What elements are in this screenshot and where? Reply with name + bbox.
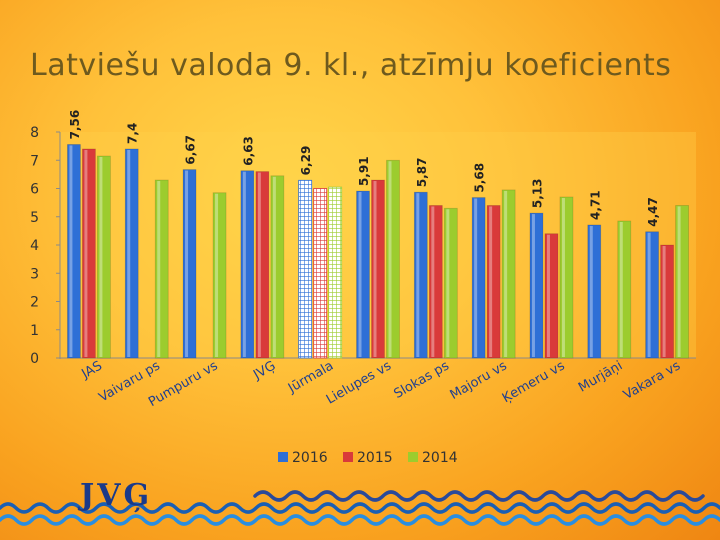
x-tick-label: Slokas ps <box>391 358 452 402</box>
data-label: 6,29 <box>299 146 313 176</box>
x-tick-label: JVĢ <box>250 358 278 383</box>
bar-2016 <box>182 169 197 359</box>
bar-highlight <box>504 190 508 357</box>
bar-highlight <box>489 206 493 357</box>
x-tick-label: Murjāņi <box>576 358 625 395</box>
x-tick-label: Majoru vs <box>448 358 510 403</box>
bar-highlight <box>619 221 623 357</box>
bar-2014 <box>617 220 632 359</box>
bar-highlight <box>215 193 219 357</box>
x-tick-label: JAS <box>79 358 105 382</box>
slide-title: Latviešu valoda 9. kl., atzīmju koeficie… <box>30 48 672 83</box>
bar-2016 <box>124 148 139 359</box>
bar-highlight <box>242 171 246 357</box>
x-tick-label: Lielupes vs <box>324 358 394 407</box>
bar-highlight <box>69 145 73 357</box>
bar-2014 <box>501 189 516 359</box>
y-tick-label: 6 <box>30 182 39 198</box>
bar-highlight <box>358 192 362 357</box>
legend-label-2015: 2015 <box>357 450 393 466</box>
bar-2016 <box>529 212 544 359</box>
bar-highlight <box>446 209 450 357</box>
bar-2016 <box>587 224 602 359</box>
bar-2014 <box>386 159 400 359</box>
data-label: 5,13 <box>530 178 544 208</box>
wave-decoration <box>0 490 720 526</box>
bar-2014 <box>97 155 111 359</box>
data-label: 5,87 <box>415 158 429 188</box>
bar-highlight <box>531 214 535 357</box>
bar-2016 <box>356 190 370 359</box>
bar-highlight <box>474 198 478 357</box>
bar-2016 <box>67 144 81 359</box>
data-label: 7,4 <box>126 123 140 144</box>
bar-highlight <box>388 161 392 357</box>
x-tick-label: Vakara vs <box>621 358 683 403</box>
y-tick-label: 0 <box>30 351 39 367</box>
bar-highlight <box>257 172 261 357</box>
y-tick-label: 8 <box>30 125 39 141</box>
bar-highlight <box>589 225 593 357</box>
bar-2014 <box>212 192 227 359</box>
bar-2016 <box>298 179 313 359</box>
bar-2014 <box>559 196 574 359</box>
bar-2015 <box>82 148 96 359</box>
school-logo: JVĢ <box>80 478 153 513</box>
bar-highlight <box>373 181 377 357</box>
y-tick-label: 2 <box>30 295 39 311</box>
data-label: 5,91 <box>357 156 371 186</box>
bar-2014 <box>270 175 285 359</box>
bar-highlight <box>157 181 161 357</box>
bar-highlight <box>647 232 651 357</box>
bar-2015 <box>486 205 501 359</box>
bar-2015 <box>313 188 328 359</box>
bar-2015 <box>544 233 559 359</box>
bar-highlight <box>416 193 420 357</box>
bar-2014 <box>675 205 689 359</box>
legend-swatch-2015 <box>343 452 353 462</box>
data-label: 5,68 <box>473 163 487 193</box>
bar-highlight <box>546 234 550 357</box>
x-tick-label: Ķemeru vs <box>500 358 568 406</box>
legend-label-2014: 2014 <box>422 450 458 466</box>
bar-highlight <box>84 149 88 357</box>
bar-highlight <box>677 206 681 357</box>
y-tick-label: 4 <box>30 238 39 254</box>
y-tick-label: 1 <box>30 323 39 339</box>
bar-highlight <box>272 176 276 357</box>
bar-2015 <box>660 244 674 359</box>
legend-label-2016: 2016 <box>292 450 328 466</box>
data-label: 4,47 <box>646 197 660 227</box>
bar-2016 <box>471 197 486 359</box>
bar-2016 <box>413 191 428 359</box>
bar-highlight <box>431 206 435 357</box>
y-tick-label: 3 <box>30 266 39 282</box>
bar-2015 <box>371 179 385 359</box>
legend-swatch-2014 <box>408 452 418 462</box>
data-label: 6,67 <box>184 135 198 165</box>
bar-highlight <box>127 149 131 357</box>
bar-highlight <box>662 246 666 357</box>
legend-swatch-2016 <box>278 452 288 462</box>
bar-2014 <box>443 207 458 359</box>
y-tick-label: 7 <box>30 153 39 169</box>
bar-2016 <box>645 231 659 359</box>
bar-highlight <box>185 170 189 357</box>
data-label: 6,63 <box>241 136 255 166</box>
bar-2016 <box>240 170 255 359</box>
data-label: 7,56 <box>68 110 82 140</box>
bar-2014 <box>154 179 169 359</box>
bar-highlight <box>561 197 565 357</box>
bar-2015 <box>255 171 270 359</box>
bar-highlight <box>99 157 103 357</box>
bar-2015 <box>428 205 443 359</box>
y-tick-label: 5 <box>30 210 39 226</box>
bar-2014 <box>328 186 343 359</box>
data-label: 4,71 <box>588 190 602 220</box>
